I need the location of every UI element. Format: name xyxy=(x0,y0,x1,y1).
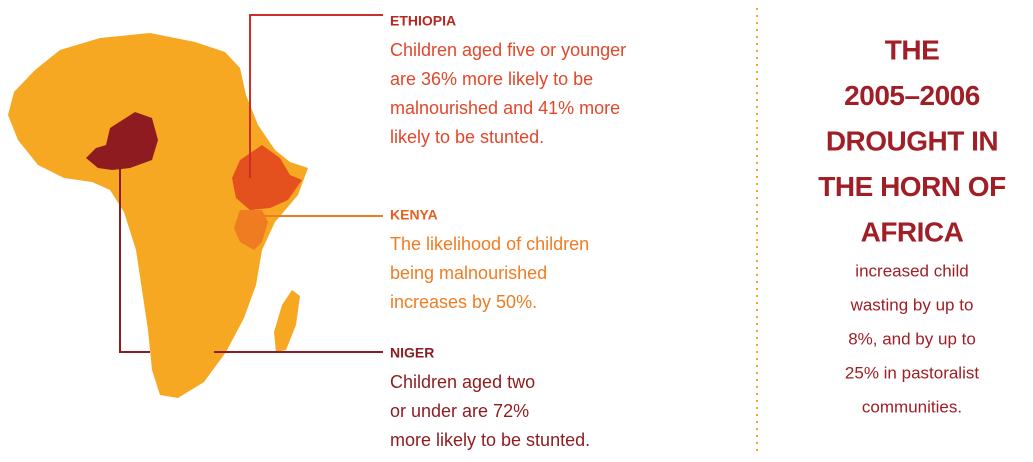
callout-text: Children aged five or younger xyxy=(390,40,626,60)
callout-text: Children aged two xyxy=(390,372,535,392)
headline: THE xyxy=(885,34,940,65)
callout-title: NIGER xyxy=(390,345,434,361)
callout-text: The likelihood of children xyxy=(390,234,589,254)
headline: DROUGHT IN xyxy=(826,125,998,156)
headline: AFRICA xyxy=(861,216,964,247)
callout-text: likely to be stunted. xyxy=(390,127,544,147)
callout-text: being malnourished xyxy=(390,263,547,283)
headline: THE HORN OF xyxy=(818,171,1006,202)
niger-leader xyxy=(119,160,150,353)
callout-text: increases by 50%. xyxy=(390,292,537,312)
callout-title: KENYA xyxy=(390,207,438,223)
africa-continent xyxy=(8,33,308,398)
panel-text: wasting by up to xyxy=(850,295,974,314)
callout-text: or under are 72% xyxy=(390,401,529,421)
kenya-shape xyxy=(234,210,268,250)
panel-text: communities. xyxy=(862,397,962,416)
headline: 2005–2006 xyxy=(844,80,980,111)
callout-title: ETHIOPIA xyxy=(390,13,456,29)
panel-text: 8%, and by up to xyxy=(848,329,976,348)
panel-text: increased child xyxy=(855,261,968,280)
niger-shape xyxy=(86,112,158,170)
callout-text: malnourished and 41% more xyxy=(390,98,620,118)
callout-text: are 36% more likely to be xyxy=(390,69,593,89)
callout-text: more likely to be stunted. xyxy=(390,430,590,450)
panel-text: 25% in pastoralist xyxy=(845,363,979,382)
madagascar xyxy=(274,290,300,352)
ethiopia-leader xyxy=(249,14,383,178)
leader-lines xyxy=(119,14,383,353)
